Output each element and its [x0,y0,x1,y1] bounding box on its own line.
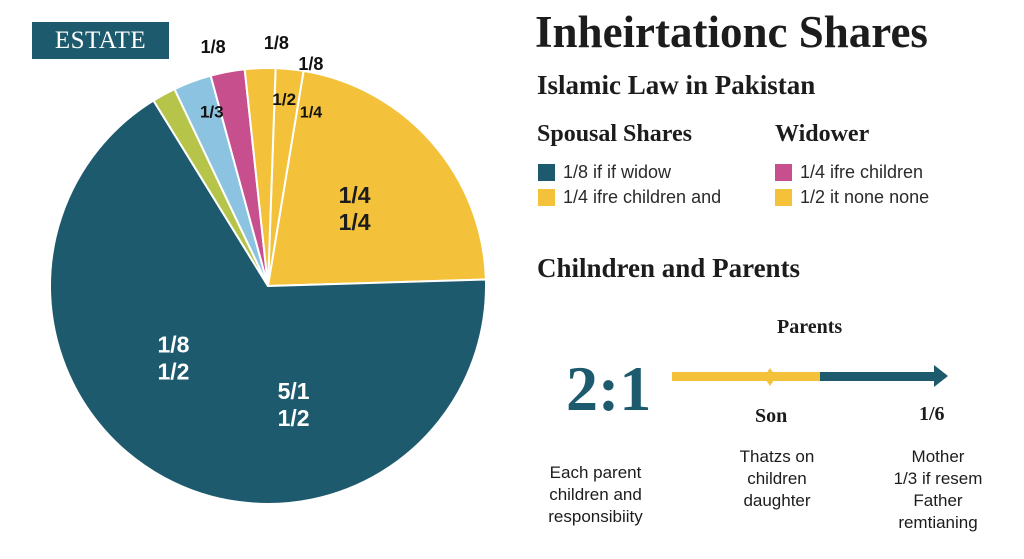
estate-badge: ESTATE [32,22,169,59]
note-line: responsibiity [548,507,643,526]
son-daughter-ratio: 2:1 [566,353,652,424]
slice-label-0-0: 1/8 [298,54,323,74]
slice-label-1-0: 1/4 [339,182,371,208]
spousal-heading: Spousal Shares [537,121,692,147]
slice-label-5-1: 1/8 [264,33,289,53]
legend-label: 1/4 ifre children and [563,187,722,207]
legend-item-children: 1/4 ifre children and [538,187,721,208]
legend-swatch [775,164,792,181]
slice-label-2-1: 1/2 [157,358,189,384]
diamond-marker-icon [764,368,776,386]
sixth-share-label: 1/6 [919,403,945,425]
note-line: remtianing [898,513,978,532]
parents-label: Parents [777,316,843,338]
pie-slice-2 [49,99,487,505]
page-subtitle: Islamic Law in Pakistan [537,70,816,100]
note-line: children and [549,485,642,504]
legend-label: 1/8 if if widow [563,162,672,182]
slice-label-6-0: 1/4 [300,105,322,122]
estate-pie-chart: 1/81/41/41/81/25/11/21/31/81/21/81/4 [49,33,487,505]
legend-swatch [775,189,792,206]
children-parents-heading: Chilndren and Parents [537,253,801,283]
slice-label-2-2: 5/1 [278,378,310,404]
note-line: Each parent [549,463,642,482]
slice-label-4-1: 1/8 [201,37,226,57]
children-share-bar [672,372,822,381]
legend-item-widow: 1/8 if if widow [538,162,671,183]
pie-slice-6 [243,67,277,287]
legend-swatch [538,164,555,181]
note-left: Each parent children and responsibiity [533,462,658,528]
note-middle: Thatzs on children daughter [722,446,832,512]
legend-item-widower-none: 1/2 it none none [775,187,929,208]
son-label: Son [755,405,788,427]
slice-label-1-1: 1/4 [339,209,371,235]
pie-slice-1 [266,69,487,288]
legend-item-widower-children: 1/4 ifre children [775,162,923,183]
note-line: 1/3 if resem [893,469,983,488]
note-line: Mother [911,447,965,466]
slice-label-2-0: 1/8 [157,331,189,357]
parents-share-bar [820,372,938,381]
legend-label: 1/4 ifre children [800,162,924,182]
slice-label-4-0: 1/3 [200,102,224,121]
legend-swatch [538,189,555,206]
note-line: children [747,469,807,488]
note-right: Mother 1/3 if resem Father remtianing [868,446,1008,534]
note-line: Father [913,491,963,510]
page-title: Inheirtationc Shares [535,7,928,57]
legend-label: 1/2 it none none [800,187,930,207]
widower-heading: Widower [775,121,870,147]
slice-label-5-0: 1/2 [272,90,296,109]
slice-label-2-3: 1/2 [278,405,310,431]
note-line: daughter [743,491,811,510]
arrow-right-icon [934,365,948,387]
note-line: Thatzs on [739,447,815,466]
